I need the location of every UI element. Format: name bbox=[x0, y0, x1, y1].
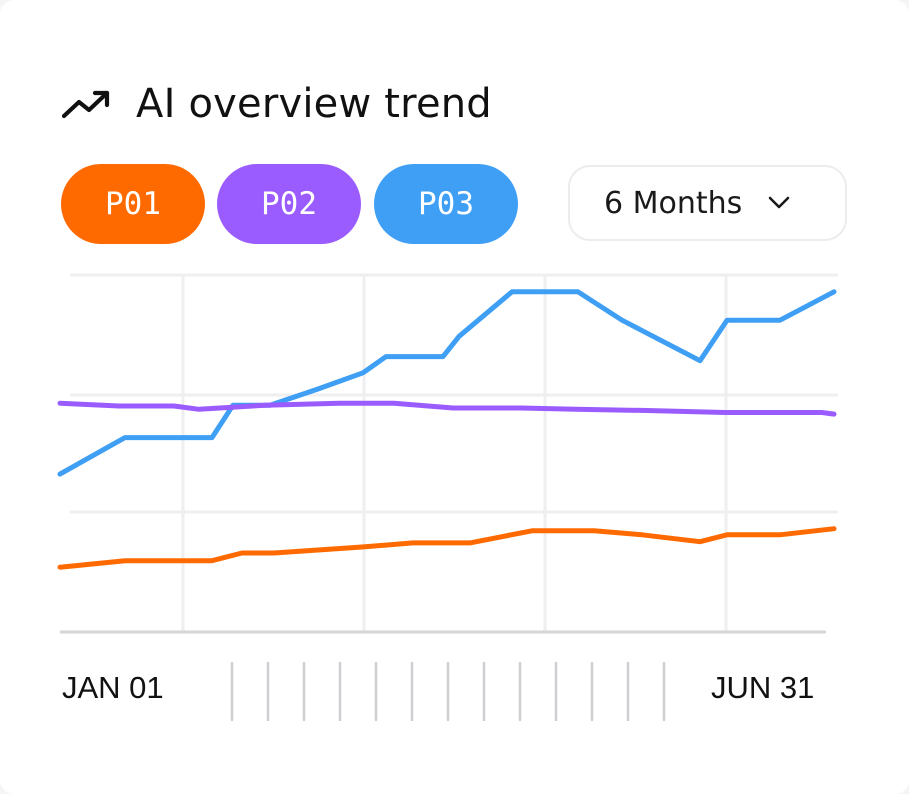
chart-title: AI overview trend bbox=[136, 81, 492, 127]
series-line-p01 bbox=[57, 526, 837, 570]
series-toggle-p02[interactable]: P02 bbox=[217, 164, 361, 244]
chart-series bbox=[57, 289, 837, 570]
x-axis-ticks bbox=[230, 662, 666, 721]
series-toggle-p01[interactable]: P01 bbox=[61, 164, 205, 244]
time-range-dropdown[interactable]: 6 Months bbox=[568, 165, 847, 241]
trend-up-icon bbox=[62, 90, 110, 119]
chart-grid bbox=[60, 273, 838, 634]
series-line-p02 bbox=[57, 400, 837, 417]
x-axis-end-label: JUN 31 bbox=[711, 670, 815, 705]
series-line-p03 bbox=[57, 289, 837, 477]
chevron-down-icon bbox=[768, 196, 790, 209]
x-axis-start-label: JAN 01 bbox=[62, 670, 164, 705]
time-range-label: 6 Months bbox=[604, 185, 743, 221]
card-header: AI overview trend bbox=[62, 78, 492, 130]
series-toggle-p03[interactable]: P03 bbox=[374, 164, 518, 244]
